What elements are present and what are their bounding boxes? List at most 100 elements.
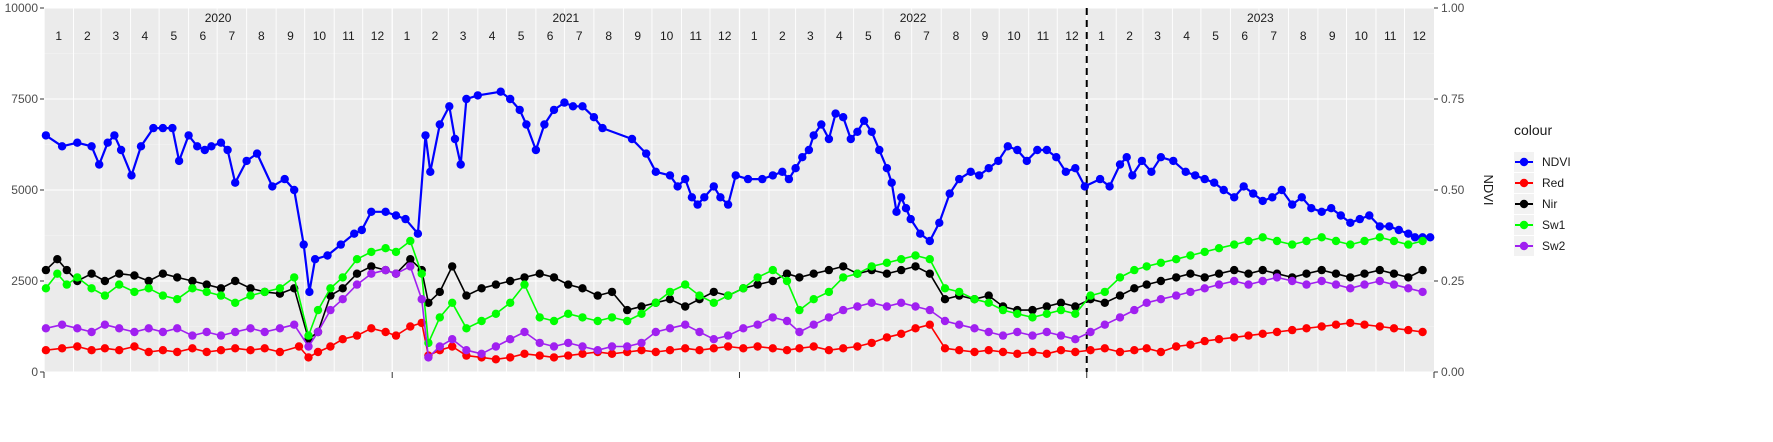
data-point-ndvi xyxy=(1105,182,1114,191)
data-point-red xyxy=(1013,349,1022,358)
data-point-sw2 xyxy=(338,295,347,304)
data-point-red xyxy=(491,355,501,364)
data-point-sw1 xyxy=(53,269,62,278)
data-point-sw2 xyxy=(1258,276,1267,286)
data-point-red xyxy=(1272,327,1282,337)
data-point-nir xyxy=(424,298,433,307)
data-point-red xyxy=(294,342,304,351)
data-point-red xyxy=(406,322,415,331)
year-label: 2021 xyxy=(552,11,579,25)
month-label: 10 xyxy=(1355,29,1369,43)
data-point-red xyxy=(57,344,67,353)
data-point-red xyxy=(1230,333,1239,342)
data-point-sw1 xyxy=(578,313,587,322)
data-point-ndvi xyxy=(1404,229,1413,238)
data-point-nir xyxy=(1360,269,1369,278)
data-point-sw2 xyxy=(1100,320,1110,329)
data-point-red xyxy=(1156,347,1166,357)
data-point-red xyxy=(304,353,313,362)
month-label: 5 xyxy=(171,29,178,43)
data-point-sw1 xyxy=(1389,236,1399,246)
data-point-ndvi xyxy=(642,149,651,158)
data-point-red xyxy=(1071,347,1080,357)
data-point-red xyxy=(1130,346,1139,355)
data-point-nir xyxy=(41,265,51,275)
legend-label-sw2: Sw2 xyxy=(1542,239,1566,253)
data-point-red xyxy=(739,344,748,353)
data-point-sw2 xyxy=(768,313,777,322)
data-point-sw2 xyxy=(100,320,110,329)
data-point-sw2 xyxy=(144,324,153,333)
data-point-ndvi xyxy=(1080,182,1090,191)
data-point-red xyxy=(1115,347,1125,357)
month-label: 11 xyxy=(689,29,702,43)
data-point-sw1 xyxy=(853,269,862,278)
data-point-sw1 xyxy=(695,291,704,300)
data-point-ndvi xyxy=(193,142,202,151)
data-point-nir xyxy=(100,276,110,286)
data-point-ndvi xyxy=(110,131,119,140)
month-label: 4 xyxy=(1183,29,1190,43)
data-point-sw1 xyxy=(1042,309,1052,318)
data-point-sw1 xyxy=(723,291,733,300)
month-label: 5 xyxy=(518,29,525,43)
data-point-nir xyxy=(406,255,415,264)
data-point-sw2 xyxy=(1071,335,1080,344)
data-point-ndvi xyxy=(1277,185,1287,195)
data-point-nir xyxy=(795,273,804,282)
data-point-sw2 xyxy=(795,327,804,337)
month-label: 4 xyxy=(142,29,149,43)
data-point-nir xyxy=(231,276,240,286)
data-point-sw1 xyxy=(955,287,964,297)
legend-label-ndvi: NDVI xyxy=(1542,155,1571,169)
data-point-sw2 xyxy=(998,331,1008,340)
data-point-ndvi xyxy=(450,134,460,144)
data-point-sw1 xyxy=(1258,233,1267,242)
year-label: 2022 xyxy=(900,11,927,25)
plot-panel xyxy=(43,7,1434,373)
data-point-sw2 xyxy=(1230,276,1239,286)
data-point-red xyxy=(578,349,587,358)
data-point-red xyxy=(940,344,950,353)
data-point-sw2 xyxy=(1156,295,1166,304)
data-point-sw1 xyxy=(984,298,993,307)
data-point-red xyxy=(607,349,617,358)
data-point-sw2 xyxy=(313,327,323,337)
data-point-nir xyxy=(824,265,834,275)
month-label: 7 xyxy=(229,29,236,43)
data-point-ndvi xyxy=(1394,225,1404,235)
data-point-sw2 xyxy=(326,305,335,315)
data-point-nir xyxy=(1186,269,1195,278)
data-point-ndvi xyxy=(1156,153,1166,162)
data-point-sw2 xyxy=(448,335,457,344)
data-point-ndvi xyxy=(925,236,934,246)
data-point-sw2 xyxy=(1142,298,1151,307)
data-point-sw1 xyxy=(1156,258,1166,267)
data-point-ndvi xyxy=(496,87,505,96)
month-label: 1 xyxy=(1098,29,1105,43)
data-point-ndvi xyxy=(1219,185,1228,195)
y-right-tick-label: 0.25 xyxy=(1441,274,1465,288)
data-point-ndvi xyxy=(1071,164,1080,173)
data-point-sw2 xyxy=(1404,284,1413,293)
data-point-sw1 xyxy=(1404,240,1413,249)
month-label: 7 xyxy=(923,29,930,43)
data-point-nir xyxy=(216,284,226,293)
month-label: 12 xyxy=(718,29,732,43)
data-point-red xyxy=(173,347,182,357)
data-point-ndvi xyxy=(589,113,599,122)
data-point-sw1 xyxy=(462,324,471,333)
data-point-sw2 xyxy=(925,305,934,315)
data-point-ndvi xyxy=(1336,211,1346,220)
data-point-sw1 xyxy=(1418,236,1427,246)
y-left-tick-label: 5000 xyxy=(11,183,38,197)
data-point-ndvi xyxy=(859,116,869,126)
data-point-ndvi xyxy=(1297,193,1307,202)
data-point-nir xyxy=(1071,302,1080,311)
data-point-ndvi xyxy=(731,171,740,180)
data-point-sw2 xyxy=(188,331,197,340)
data-point-ndvi xyxy=(975,171,984,180)
series-ndvi xyxy=(41,87,1435,297)
data-point-nir xyxy=(1056,298,1066,307)
data-point-nir xyxy=(564,280,573,289)
